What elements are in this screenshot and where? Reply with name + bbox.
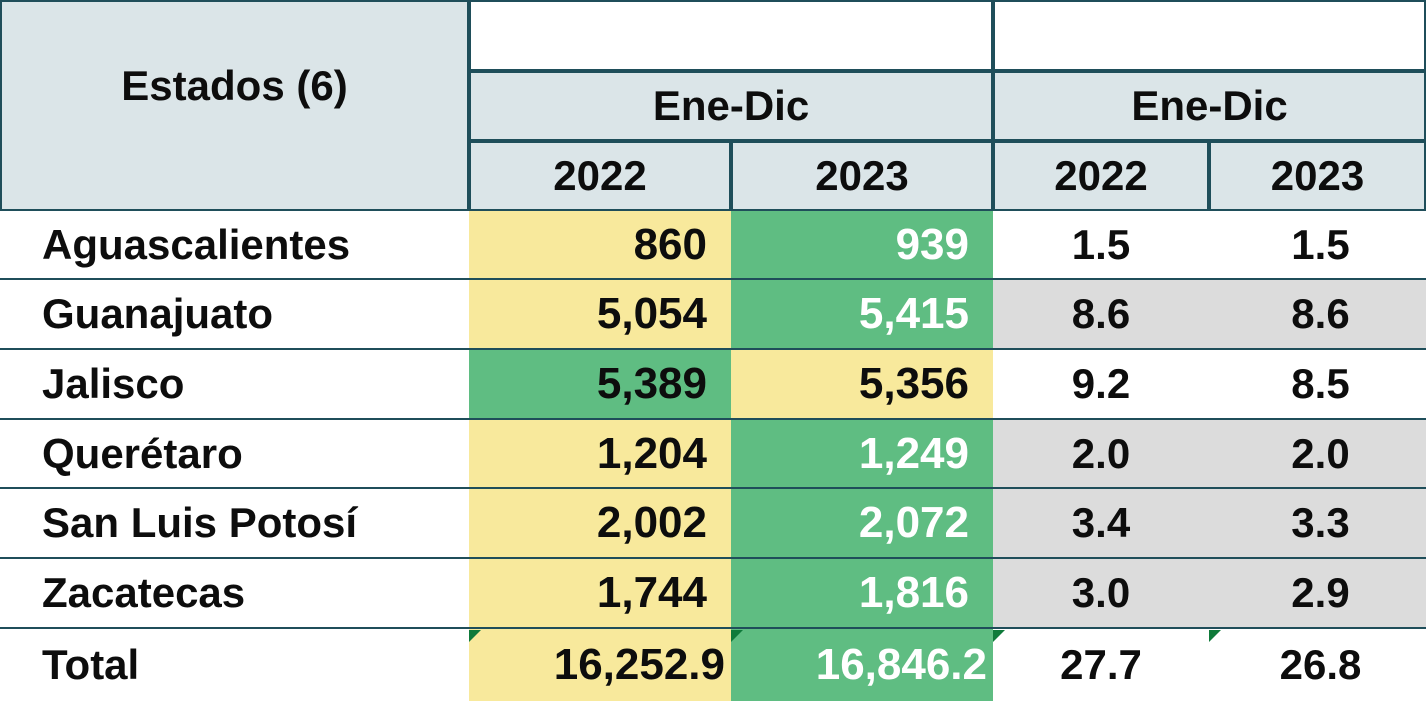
total-value-2022: 16,252.9 — [469, 629, 731, 701]
total-value-2023: 16,846.2 — [731, 629, 993, 701]
cell-marker-icon — [731, 630, 743, 642]
row-state-name: Querétaro — [0, 420, 469, 489]
header-group1-period: Ene-Dic — [469, 71, 993, 141]
header-group1-year-2023: 2023 — [731, 141, 993, 211]
header-group1-top-blank — [469, 0, 993, 71]
row-value-2022: 2,002 — [469, 489, 731, 559]
row-share-2023: 8.5 — [1209, 350, 1426, 420]
row-value-2022: 5,389 — [469, 350, 731, 420]
row-share-2023: 3.3 — [1209, 489, 1426, 559]
row-value-2023: 5,415 — [731, 280, 993, 350]
header-group1-year-2022: 2022 — [469, 141, 731, 211]
row-value-2022: 1,204 — [469, 420, 731, 489]
row-share-2022: 9.2 — [993, 350, 1209, 420]
header-estados: Estados (6) — [0, 0, 469, 211]
row-share-2022: 1.5 — [993, 211, 1209, 280]
header-group2-year-2022: 2022 — [993, 141, 1209, 211]
row-value-2022: 860 — [469, 211, 731, 280]
row-state-name: Zacatecas — [0, 559, 469, 629]
row-value-2023: 2,072 — [731, 489, 993, 559]
total-share-2023: 26.8 — [1209, 629, 1426, 701]
row-value-2023: 939 — [731, 211, 993, 280]
row-state-name: Guanajuato — [0, 280, 469, 350]
header-group2-year-2023: 2023 — [1209, 141, 1426, 211]
row-share-2023: 1.5 — [1209, 211, 1426, 280]
row-share-2023: 2.9 — [1209, 559, 1426, 629]
header-group2-period: Ene-Dic — [993, 71, 1426, 141]
row-state-name: Jalisco — [0, 350, 469, 420]
row-state-name: San Luis Potosí — [0, 489, 469, 559]
row-value-2022: 1,744 — [469, 559, 731, 629]
row-value-2023: 1,816 — [731, 559, 993, 629]
row-value-2023: 1,249 — [731, 420, 993, 489]
row-share-2023: 8.6 — [1209, 280, 1426, 350]
row-share-2022: 3.4 — [993, 489, 1209, 559]
cell-marker-icon — [993, 630, 1005, 642]
row-share-2022: 2.0 — [993, 420, 1209, 489]
cell-marker-icon — [469, 630, 481, 642]
row-share-2022: 3.0 — [993, 559, 1209, 629]
row-state-name: Aguascalientes — [0, 211, 469, 280]
row-share-2023: 2.0 — [1209, 420, 1426, 489]
row-value-2023: 5,356 — [731, 350, 993, 420]
cell-marker-icon — [1209, 630, 1221, 642]
header-group2-top-blank — [993, 0, 1426, 71]
total-label: Total — [0, 629, 469, 701]
row-share-2022: 8.6 — [993, 280, 1209, 350]
row-value-2022: 5,054 — [469, 280, 731, 350]
total-share-2022: 27.7 — [993, 629, 1209, 701]
